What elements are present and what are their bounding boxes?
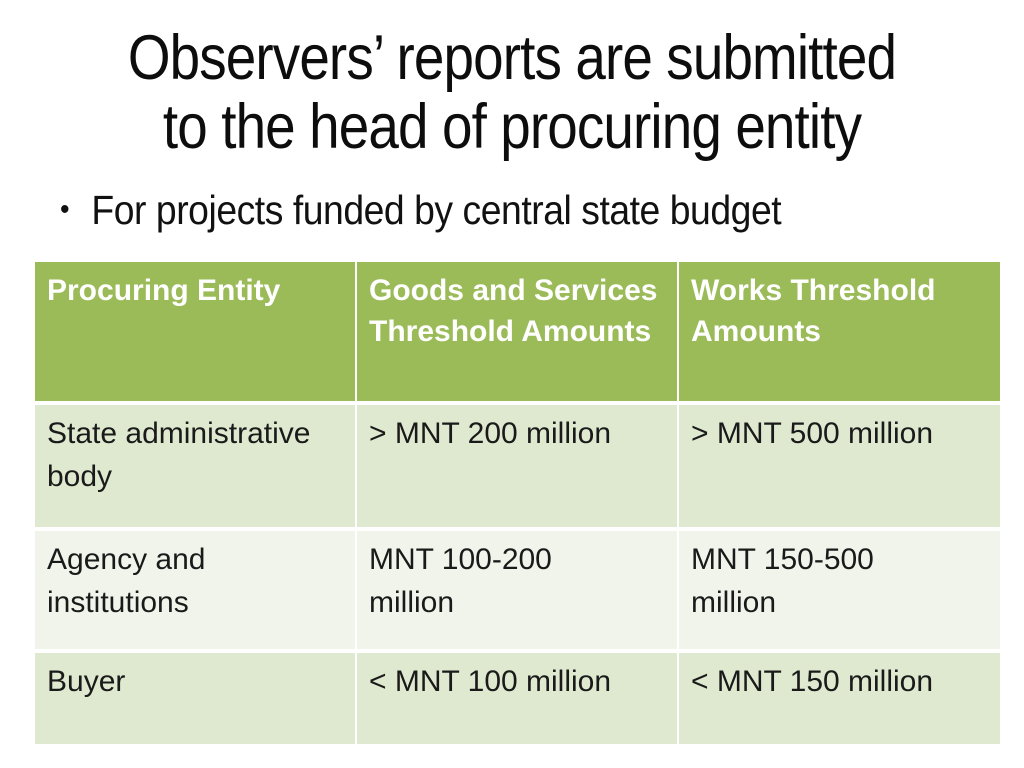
- table-header-row: Procuring Entity Goods and Services Thre…: [35, 262, 1000, 403]
- table-cell-works-threshold: < MNT 150 million: [678, 649, 1000, 744]
- table-row: Agency and institutions MNT 100-200 mill…: [35, 527, 1000, 651]
- header-cell-works-threshold: Works Threshold Amounts: [678, 262, 1000, 403]
- bullet-item: • For projects funded by central state b…: [60, 186, 782, 234]
- table-cell-works-threshold: MNT 150-500 million: [678, 527, 1000, 651]
- table-cell-entity: Agency and institutions: [35, 527, 357, 651]
- table-cell-goods-threshold: MNT 100-200 million: [356, 527, 679, 651]
- bullet-text: For projects funded by central state bud…: [91, 187, 782, 233]
- header-cell-goods-services-threshold: Goods and Services Threshold Amounts: [356, 262, 679, 403]
- table-cell-works-threshold: > MNT 500 million: [678, 401, 1000, 529]
- table-row: Buyer < MNT 100 million < MNT 150 millio…: [35, 649, 1000, 744]
- header-cell-procuring-entity: Procuring Entity: [35, 262, 357, 403]
- table-row: State administrative body > MNT 200 mill…: [35, 401, 1000, 529]
- bullet-icon: •: [60, 193, 70, 226]
- table-cell-entity: Buyer: [35, 649, 357, 744]
- table-cell-goods-threshold: < MNT 100 million: [356, 649, 679, 744]
- thresholds-table: Procuring Entity Goods and Services Thre…: [35, 262, 1000, 744]
- slide-title: Observers’ reports are submitted to the …: [127, 23, 897, 163]
- table-cell-entity: State administrative body: [35, 401, 357, 529]
- table-cell-goods-threshold: > MNT 200 million: [356, 401, 679, 529]
